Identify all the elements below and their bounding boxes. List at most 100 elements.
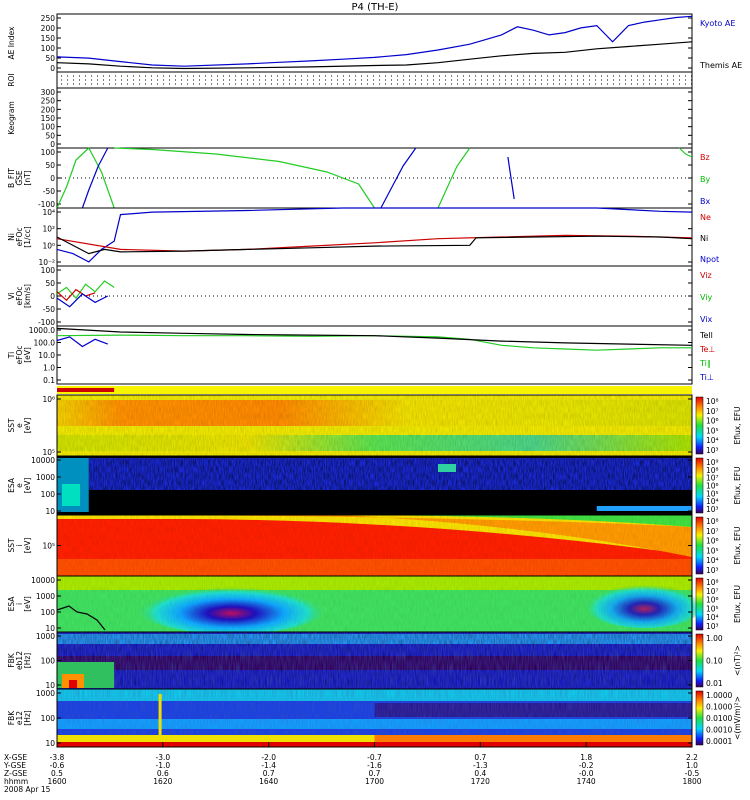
y-axis-label: i: [15, 544, 24, 546]
y-tick-label: 10⁴: [42, 208, 55, 217]
series-bfit-1: [114, 147, 376, 209]
spectrogram-start-feature: [62, 484, 80, 506]
footer-value: 1.8: [580, 753, 592, 762]
colorbar: [695, 457, 704, 514]
y-tick-label: 10⁶: [42, 395, 55, 404]
spectrogram-feature: [596, 506, 692, 511]
colorbar-tick-label: 0.0001: [706, 737, 732, 746]
series-vi-0: [56, 280, 115, 300]
y-tick-label: 1000.0: [29, 326, 55, 335]
colorbar-tick-label: 10⁷: [706, 527, 719, 536]
y-tick-label: 100: [41, 44, 56, 53]
footer-value: 1800: [682, 777, 701, 786]
colorbar-tick-label: 10⁸: [706, 466, 719, 475]
footer-value: -1.4: [261, 761, 276, 770]
y-axis-label: ROI: [7, 73, 16, 86]
series-bfit-6: [507, 156, 515, 200]
colorbar: [695, 690, 704, 746]
colorbar-tick-label: 10⁶: [706, 417, 719, 426]
footer-value: -0.7: [367, 753, 382, 762]
y-tick-label: 0: [50, 292, 55, 301]
footer-value: 0.7: [263, 769, 275, 778]
y-axis-label: GSE: [15, 170, 24, 186]
y-tick-label: 250: [41, 97, 56, 106]
y-tick-label: 10000: [31, 456, 55, 465]
colorbar-tick-label: 0.10: [706, 657, 723, 666]
spectrogram-speckle: [88, 458, 692, 490]
footer-row-label: Z-GSE: [4, 769, 28, 778]
colorbar-tick-label: 0.1000: [706, 703, 732, 712]
y-axis-label: AE Index: [7, 26, 16, 59]
y-axis-label: [km/s]: [23, 284, 32, 308]
series-ni-1: [56, 234, 693, 252]
y-axis-label: Vi: [7, 292, 16, 299]
y-tick-label: 50: [45, 279, 55, 288]
panel-frame: [56, 207, 693, 267]
y-tick-label: 10000: [31, 576, 55, 585]
y-axis-label: B_FIT: [7, 168, 16, 188]
colorbar-tick-label: 10⁶: [706, 596, 719, 605]
y-tick-label: 1.0: [43, 364, 55, 373]
colorbar-tick-label: 10⁸: [706, 397, 719, 406]
y-axis-label: i: [15, 603, 24, 605]
y-tick-label: 1000: [36, 689, 55, 698]
spectrogram-feature: [158, 694, 162, 736]
y-axis-label: Ni: [7, 233, 16, 241]
colorbar-tick-label: 10⁷: [706, 407, 719, 416]
legend-item: Ne: [700, 213, 711, 222]
y-axis-label: [1/cc]: [23, 226, 32, 247]
y-tick-label: 0: [50, 64, 55, 73]
footer-row-label: hhmm: [4, 777, 28, 786]
colorbar-label: Eflux, EFU: [733, 527, 742, 565]
y-tick-label: 100: [41, 123, 56, 132]
y-axis-label: eFOc: [15, 346, 24, 365]
chart-title: P4 (TH-E): [352, 2, 399, 13]
y-axis-label: eFOc: [15, 287, 24, 306]
y-axis-label: [nT]: [23, 170, 32, 185]
y-tick-label: 0: [50, 140, 55, 149]
legend-item: Tell: [699, 331, 713, 340]
colorbar-label: Eflux, EFU: [733, 585, 742, 623]
series-bfit-3: [678, 147, 693, 158]
footer-value: -0.2: [579, 761, 594, 770]
legend-item: Bx: [700, 197, 710, 206]
footer-value: -0.6: [50, 761, 65, 770]
y-tick-label: 1000: [36, 473, 55, 482]
colorbar-tick-label: 10³: [706, 622, 719, 631]
colorbar-tick-label: 10⁷: [706, 587, 719, 596]
legend-item: Viz: [700, 271, 712, 280]
panel-vi: 100 50 0 -50 -100 Vi eFOc [km/s] Viz Viy Vix: [7, 265, 713, 327]
series-vi-2: [56, 293, 109, 308]
series-ti-0: [56, 334, 692, 351]
panel-frame: [56, 13, 693, 73]
colorbar-tick-label: 10³: [706, 566, 719, 575]
y-axis-label: FBK: [7, 652, 16, 667]
y-axis-label: SST: [7, 418, 16, 433]
colorbar-tick-label: 10⁸: [706, 517, 719, 526]
y-tick-label: 100: [41, 490, 56, 499]
y-tick-label: 10: [45, 507, 55, 516]
y-tick-label: 100: [41, 148, 56, 157]
colorbar: [695, 633, 704, 688]
colorbar-tick-label: 10³: [706, 505, 719, 514]
series-bfit-4: [81, 147, 109, 209]
y-tick-label: 10.0: [38, 351, 55, 360]
spectrogram-feature: [56, 605, 106, 631]
legend-item: Kyoto AE: [700, 19, 735, 28]
colorbar-tick-label: 10⁷: [706, 474, 719, 483]
y-tick-label: 100.0: [34, 339, 56, 348]
colorbar-tick-label: 10⁹: [706, 458, 719, 467]
panel-frame: [56, 265, 693, 327]
legend-item: Themis AE: [699, 61, 742, 70]
footer-value: 1.0: [686, 761, 698, 770]
y-tick-label: 100: [41, 266, 56, 275]
y-tick-label: -100: [38, 200, 55, 209]
colorbar-tick-label: 0.0100: [706, 714, 732, 723]
y-axis-label: e: [15, 483, 24, 488]
y-axis-label: [eV]: [23, 418, 32, 434]
y-tick-label: -100: [38, 318, 55, 327]
